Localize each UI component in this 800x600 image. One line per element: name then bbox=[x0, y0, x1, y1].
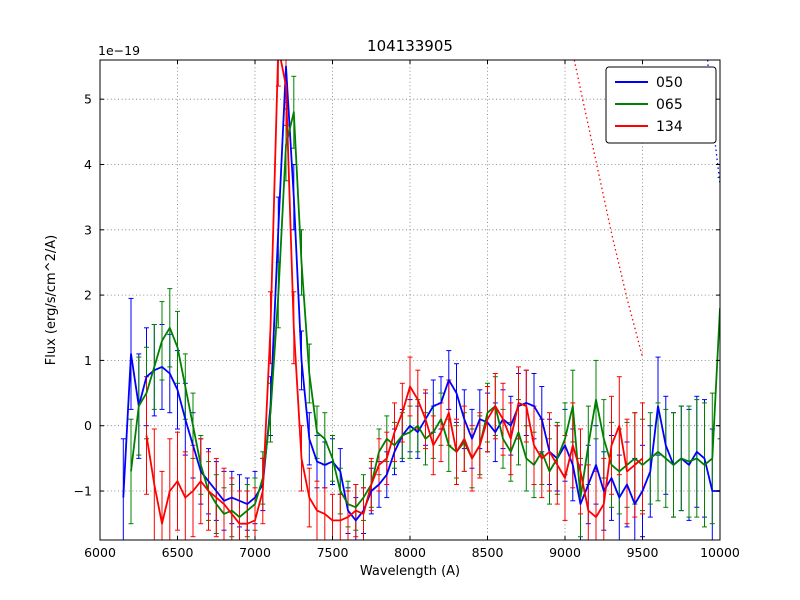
legend-label-134: 134 bbox=[656, 119, 683, 135]
y-axis-label: Flux (erg/s/cm^2/A) bbox=[44, 235, 59, 365]
y-tick-label: 1 bbox=[84, 353, 92, 368]
plot-data bbox=[120, 60, 720, 540]
series-line-134_dotted bbox=[573, 60, 644, 358]
y-tick-label: 0 bbox=[84, 418, 92, 433]
y-tick-label: 5 bbox=[84, 92, 92, 107]
legend: 050 065 134 bbox=[605, 66, 717, 144]
x-tick-label: 10000 bbox=[700, 545, 740, 560]
y-tick-label: 3 bbox=[84, 222, 92, 237]
x-axis-label: Wavelength (A) bbox=[360, 564, 460, 579]
y-tick-label: 4 bbox=[84, 157, 92, 172]
y-tick-label: −1 bbox=[74, 484, 92, 499]
errorbars-065 bbox=[128, 75, 720, 540]
x-tick-label: 6000 bbox=[84, 545, 116, 560]
x-tick-label: 8500 bbox=[472, 545, 504, 560]
legend-label-050: 050 bbox=[656, 75, 683, 91]
x-tick-label: 6500 bbox=[162, 545, 194, 560]
y-offset-label: 1e−19 bbox=[98, 43, 140, 58]
chart-title: 104133905 bbox=[367, 37, 453, 55]
x-tick-label: 9500 bbox=[627, 545, 659, 560]
y-tick-label: 2 bbox=[84, 288, 92, 303]
legend-label-065: 065 bbox=[656, 97, 683, 113]
axes-ticks: 6000 6500 7000 7500 8000 8500 9000 9500 10000 −1 0… bbox=[74, 60, 740, 560]
series-line-134 bbox=[145, 60, 644, 525]
x-tick-label: 7500 bbox=[317, 545, 349, 560]
x-tick-label: 7000 bbox=[239, 545, 271, 560]
series-line-050 bbox=[122, 65, 720, 522]
x-tick-label: 8000 bbox=[394, 545, 426, 560]
legend-box bbox=[605, 66, 717, 144]
x-tick-label: 9000 bbox=[549, 545, 581, 560]
